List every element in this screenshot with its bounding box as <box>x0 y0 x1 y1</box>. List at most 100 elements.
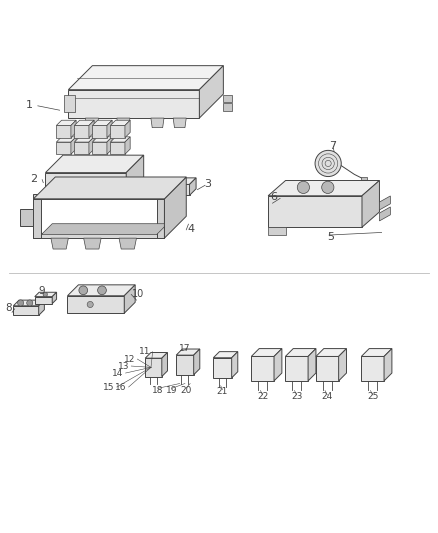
Polygon shape <box>74 142 89 154</box>
Polygon shape <box>74 125 89 138</box>
Polygon shape <box>39 300 44 316</box>
Polygon shape <box>92 125 107 138</box>
Polygon shape <box>274 349 282 381</box>
Polygon shape <box>268 196 362 227</box>
Text: 3: 3 <box>205 179 212 189</box>
Polygon shape <box>20 208 33 227</box>
Polygon shape <box>110 142 125 154</box>
Text: 10: 10 <box>132 289 144 299</box>
Polygon shape <box>162 352 167 376</box>
Polygon shape <box>74 120 94 125</box>
Polygon shape <box>117 118 130 128</box>
Text: 18: 18 <box>152 386 164 395</box>
Polygon shape <box>110 120 130 125</box>
Polygon shape <box>173 118 186 128</box>
Text: 16: 16 <box>115 383 127 392</box>
Polygon shape <box>57 137 76 142</box>
Polygon shape <box>199 66 223 118</box>
Text: 20: 20 <box>180 386 191 395</box>
Polygon shape <box>89 120 94 138</box>
Text: 11: 11 <box>139 347 151 356</box>
Polygon shape <box>125 137 130 154</box>
Polygon shape <box>339 349 346 381</box>
Polygon shape <box>46 173 126 195</box>
Polygon shape <box>161 178 196 184</box>
Text: 2: 2 <box>30 174 37 184</box>
Text: 23: 23 <box>291 392 302 401</box>
Polygon shape <box>232 352 238 378</box>
Polygon shape <box>89 137 94 154</box>
Polygon shape <box>286 349 316 357</box>
Polygon shape <box>361 357 384 381</box>
Polygon shape <box>251 349 282 357</box>
Text: 17: 17 <box>179 344 190 353</box>
Circle shape <box>297 181 310 193</box>
Text: 9: 9 <box>39 286 46 296</box>
Polygon shape <box>92 120 112 125</box>
Polygon shape <box>13 300 44 306</box>
Circle shape <box>321 181 334 193</box>
Polygon shape <box>119 238 137 249</box>
Polygon shape <box>35 292 57 297</box>
Polygon shape <box>125 120 130 138</box>
Polygon shape <box>107 120 112 138</box>
Polygon shape <box>57 142 71 154</box>
Polygon shape <box>145 352 167 358</box>
Polygon shape <box>110 137 130 142</box>
Polygon shape <box>57 125 71 138</box>
Polygon shape <box>124 285 135 313</box>
Polygon shape <box>92 137 112 142</box>
Polygon shape <box>156 199 164 238</box>
Circle shape <box>79 286 88 295</box>
Polygon shape <box>194 349 200 375</box>
Polygon shape <box>268 181 379 196</box>
Text: 21: 21 <box>217 387 228 396</box>
Text: 15: 15 <box>103 383 115 392</box>
Text: 25: 25 <box>367 392 378 401</box>
Polygon shape <box>33 199 41 238</box>
Polygon shape <box>52 292 57 304</box>
Text: 14: 14 <box>112 368 124 377</box>
Polygon shape <box>110 125 125 138</box>
Polygon shape <box>251 357 274 381</box>
Polygon shape <box>151 118 164 128</box>
Polygon shape <box>268 227 286 235</box>
Polygon shape <box>361 177 367 180</box>
Polygon shape <box>71 137 76 154</box>
Polygon shape <box>67 296 124 313</box>
Text: 19: 19 <box>166 386 177 395</box>
Polygon shape <box>33 177 186 199</box>
Polygon shape <box>286 357 308 381</box>
Polygon shape <box>67 285 135 296</box>
Circle shape <box>315 150 341 176</box>
Polygon shape <box>362 181 379 227</box>
Polygon shape <box>176 355 194 375</box>
Polygon shape <box>92 142 107 154</box>
Polygon shape <box>161 184 190 195</box>
Text: 1: 1 <box>25 100 32 110</box>
Polygon shape <box>213 352 238 358</box>
Polygon shape <box>316 357 339 381</box>
Polygon shape <box>84 238 101 249</box>
Polygon shape <box>64 95 75 112</box>
Polygon shape <box>223 94 232 102</box>
Polygon shape <box>41 224 167 235</box>
Circle shape <box>18 300 24 306</box>
Polygon shape <box>68 90 199 118</box>
Polygon shape <box>51 238 68 249</box>
Polygon shape <box>316 349 346 357</box>
Polygon shape <box>46 155 144 173</box>
Text: 7: 7 <box>329 141 336 151</box>
Polygon shape <box>308 349 316 381</box>
Polygon shape <box>384 349 392 381</box>
Polygon shape <box>223 103 232 111</box>
Text: 4: 4 <box>187 224 194 235</box>
Polygon shape <box>33 195 164 199</box>
Polygon shape <box>107 137 112 154</box>
Polygon shape <box>145 358 162 376</box>
Circle shape <box>27 300 33 306</box>
Circle shape <box>43 292 47 297</box>
Polygon shape <box>85 118 99 128</box>
Polygon shape <box>74 137 94 142</box>
Polygon shape <box>176 349 200 355</box>
